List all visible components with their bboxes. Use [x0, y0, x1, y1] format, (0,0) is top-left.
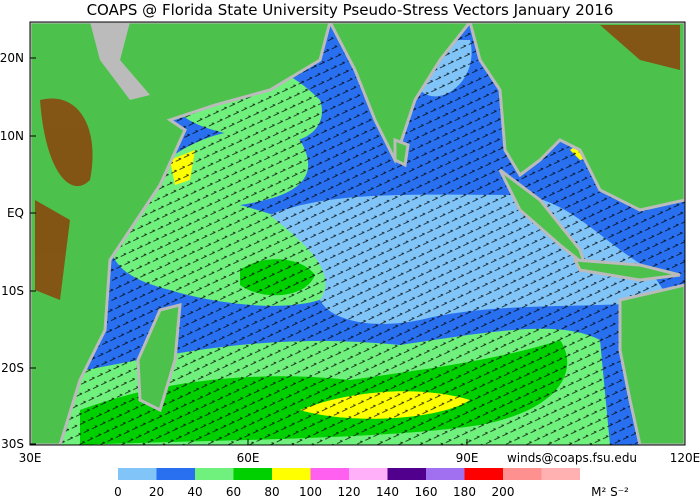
colorbar-label: 100 [299, 485, 322, 499]
map-area [30, 22, 685, 445]
map-title: COAPS @ Florida State University Pseudo-… [87, 1, 614, 19]
lon-label: 60E [237, 451, 260, 465]
lat-label: 20N [0, 51, 24, 65]
land [30, 22, 685, 445]
colorbar-label: 20 [149, 485, 164, 499]
lon-axis: 30E 60E 90E 120E [19, 439, 700, 465]
colorbar-label: 80 [264, 485, 279, 499]
colorbar-swatch [118, 468, 157, 480]
lon-label: 120E [670, 451, 700, 465]
credit: winds@coaps.fsu.edu [507, 451, 637, 465]
colorbar-label: 160 [415, 485, 438, 499]
lat-axis: 20N 10N EQ 10S 20S 30S [0, 51, 36, 451]
lat-label: 10N [0, 129, 24, 143]
colorbar: 0 20 40 60 80 100 120 140 160 180 200 M² S⁻² [114, 468, 629, 499]
colorbar-swatch [195, 468, 234, 480]
colorbar-swatch [233, 468, 272, 480]
colorbar-label: 60 [226, 485, 241, 499]
colorbar-swatch [464, 468, 503, 480]
colorbar-swatch [426, 468, 465, 480]
lat-label: 30S [1, 437, 24, 451]
colorbar-label: 40 [187, 485, 202, 499]
colorbar-swatch [387, 468, 426, 480]
colorbar-swatch [156, 468, 195, 480]
lon-label: 30E [19, 451, 42, 465]
lat-label: 20S [1, 361, 24, 375]
lat-label: EQ [7, 206, 24, 220]
highland [35, 25, 680, 300]
colorbar-swatch [349, 468, 388, 480]
lat-label: 10S [1, 284, 24, 298]
colorbar-label: 140 [376, 485, 399, 499]
map-frame [29, 21, 686, 446]
colorbar-label: 180 [453, 485, 476, 499]
colorbar-label: 0 [114, 485, 122, 499]
colorbar-swatch [541, 468, 580, 480]
colorbar-swatch [310, 468, 349, 480]
colorbar-swatch [272, 468, 311, 480]
colorbar-unit: M² S⁻² [591, 485, 629, 499]
colorbar-label: 200 [492, 485, 515, 499]
colorbar-label: 120 [338, 485, 361, 499]
colorbar-swatch [503, 468, 542, 480]
lon-label: 90E [456, 451, 479, 465]
